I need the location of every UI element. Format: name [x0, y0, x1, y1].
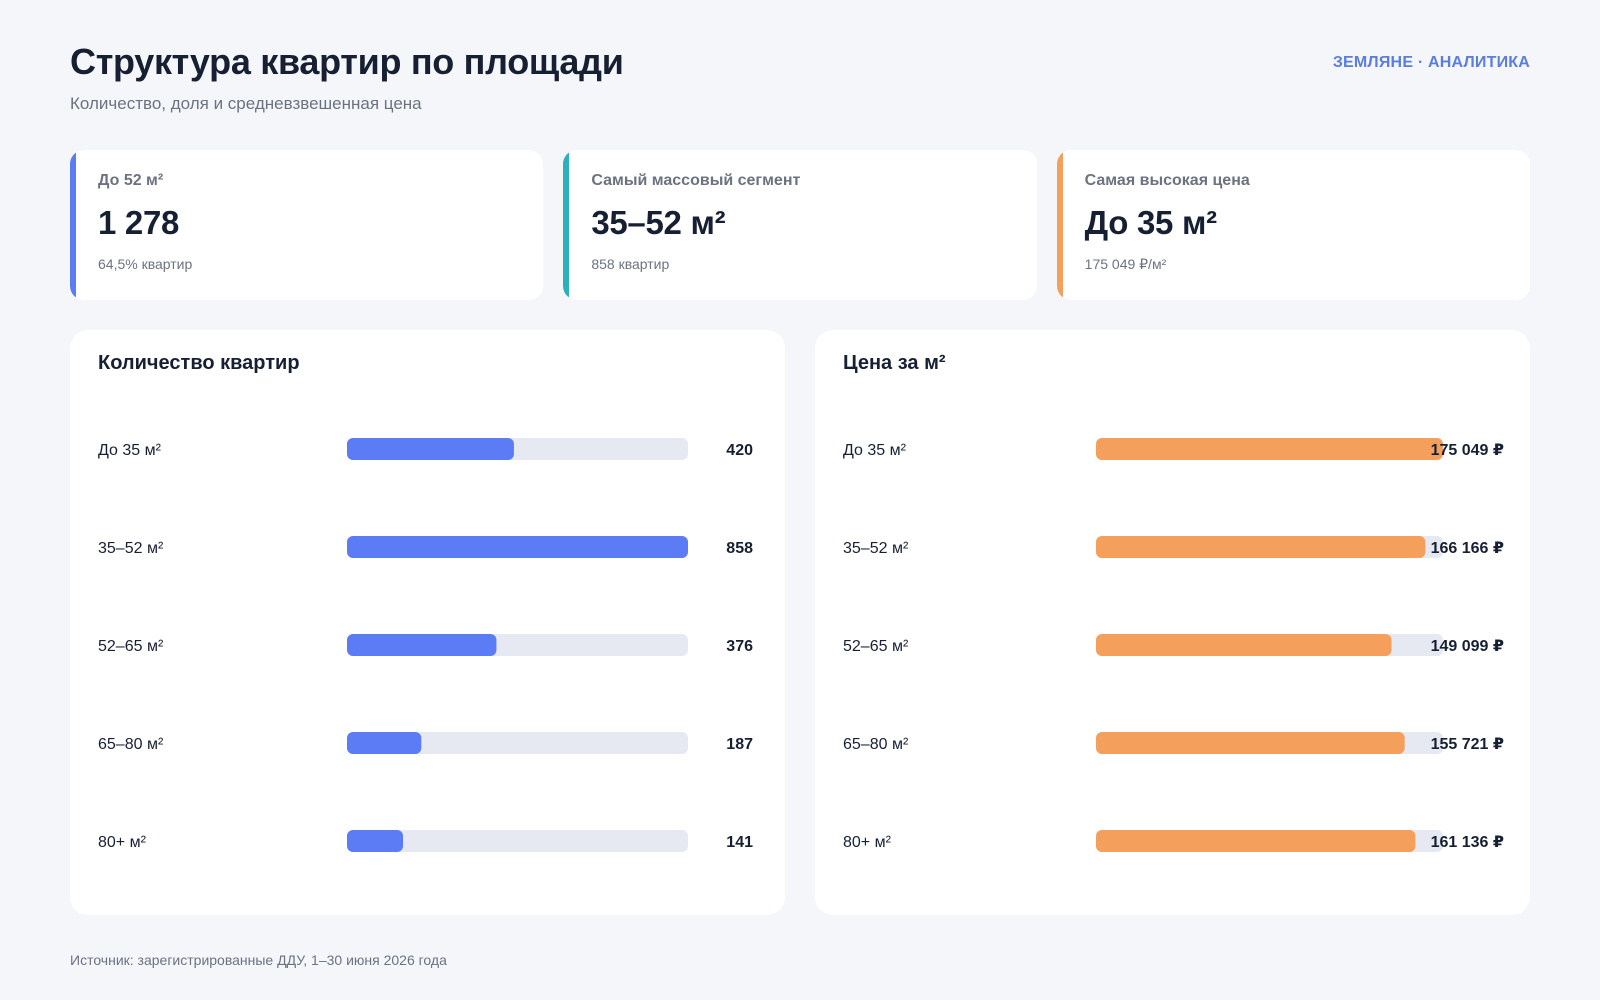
bar-row: 52–65 м² 376 [98, 634, 753, 656]
category-label: До 35 м² [843, 442, 907, 459]
value-label: 175 049 ₽ [1431, 442, 1504, 459]
bar [347, 732, 422, 754]
bar [347, 438, 514, 460]
kpi-note: 175 049 ₽/м² [1084, 256, 1167, 272]
value-label: 149 099 ₽ [1431, 638, 1504, 655]
bar [1096, 634, 1392, 656]
bar-row: 80+ м² 141 [98, 830, 753, 852]
kpi-note: 64,5% квартир [98, 256, 193, 272]
kpi-note: 858 квартир [591, 256, 670, 272]
value-label: 141 [726, 834, 753, 851]
kpi-row: До 52 м² 1 278 64,5% квартир Самый массо… [70, 150, 1530, 300]
charts-row: Количество квартир До 35 м² 420 35–52 м² 85… [70, 330, 1530, 915]
category-label: 35–52 м² [843, 540, 909, 557]
value-label: 858 [726, 540, 753, 557]
bar-row: 65–80 м² 187 [98, 732, 753, 754]
count-chart-title: Количество квартир [98, 352, 300, 374]
kpi-value: 35–52 м² [591, 204, 726, 241]
category-label: 80+ м² [98, 834, 147, 851]
bar-row: 35–52 м² 858 [98, 536, 753, 558]
count-chart-panel: Количество квартир До 35 м² 420 35–52 м² 85… [70, 330, 785, 915]
page-title: Структура квартир по площади [70, 41, 624, 82]
price-bar-chart: До 35 м² 175 049 ₽ 35–52 м² 166 166 ₽ 52–65 … [843, 438, 1504, 852]
bar [347, 830, 404, 852]
value-label: 161 136 ₽ [1431, 834, 1504, 851]
category-label: 65–80 м² [843, 736, 909, 753]
count-bar-chart: До 35 м² 420 35–52 м² 858 52–65 м² 376 65–80 м… [98, 438, 753, 852]
bar-row: До 35 м² 175 049 ₽ [843, 438, 1504, 460]
kpi-label: До 52 м² [98, 172, 164, 189]
bar-track [347, 830, 688, 852]
kpi-label: Самая высокая цена [1084, 172, 1250, 189]
bar [1096, 438, 1443, 460]
page-header: Структура квартир по площади Количество,… [70, 40, 1530, 120]
bar [1096, 830, 1416, 852]
kpi-value: До 35 м² [1084, 204, 1217, 241]
bar [1096, 536, 1426, 558]
bar-track [347, 732, 688, 754]
source-note: Источник: зарегистрированные ДДУ, 1–30 и… [70, 952, 447, 968]
bar-row: 65–80 м² 155 721 ₽ [843, 732, 1504, 754]
bar [1096, 732, 1405, 754]
kpi-card-top-segment: Самый массовый сегмент 35–52 м² 858 квар… [563, 150, 1037, 300]
value-label: 166 166 ₽ [1431, 540, 1504, 557]
bar-row: 80+ м² 161 136 ₽ [843, 830, 1504, 852]
category-label: 65–80 м² [98, 736, 164, 753]
kpi-value: 1 278 [98, 204, 180, 241]
bar-row: До 35 м² 420 [98, 438, 753, 460]
kpi-label: Самый массовый сегмент [591, 172, 801, 189]
price-chart-panel: Цена за м² До 35 м² 175 049 ₽ 35–52 м² 166 … [815, 330, 1530, 915]
price-chart-title: Цена за м² [843, 352, 946, 374]
value-label: 155 721 ₽ [1431, 736, 1504, 753]
brand-label: ЗЕМЛЯНЕ · АНАЛИТИКА [1332, 54, 1530, 71]
category-label: До 35 м² [98, 442, 162, 459]
category-label: 80+ м² [843, 834, 892, 851]
category-label: 35–52 м² [98, 540, 164, 557]
bar-row: 35–52 м² 166 166 ₽ [843, 536, 1504, 558]
page-subtitle: Количество, доля и средневзвешенная цена [70, 94, 422, 113]
value-label: 187 [726, 736, 753, 753]
category-label: 52–65 м² [843, 638, 909, 655]
bar-row: 52–65 м² 149 099 ₽ [843, 634, 1504, 656]
category-label: 52–65 м² [98, 638, 164, 655]
kpi-card-highest-price: Самая высокая цена До 35 м² 175 049 ₽/м² [1056, 150, 1530, 300]
bar [347, 536, 688, 558]
value-label: 376 [726, 638, 753, 655]
kpi-card-small-apartments: До 52 м² 1 278 64,5% квартир [70, 150, 544, 300]
value-label: 420 [726, 442, 753, 459]
bar [347, 634, 497, 656]
